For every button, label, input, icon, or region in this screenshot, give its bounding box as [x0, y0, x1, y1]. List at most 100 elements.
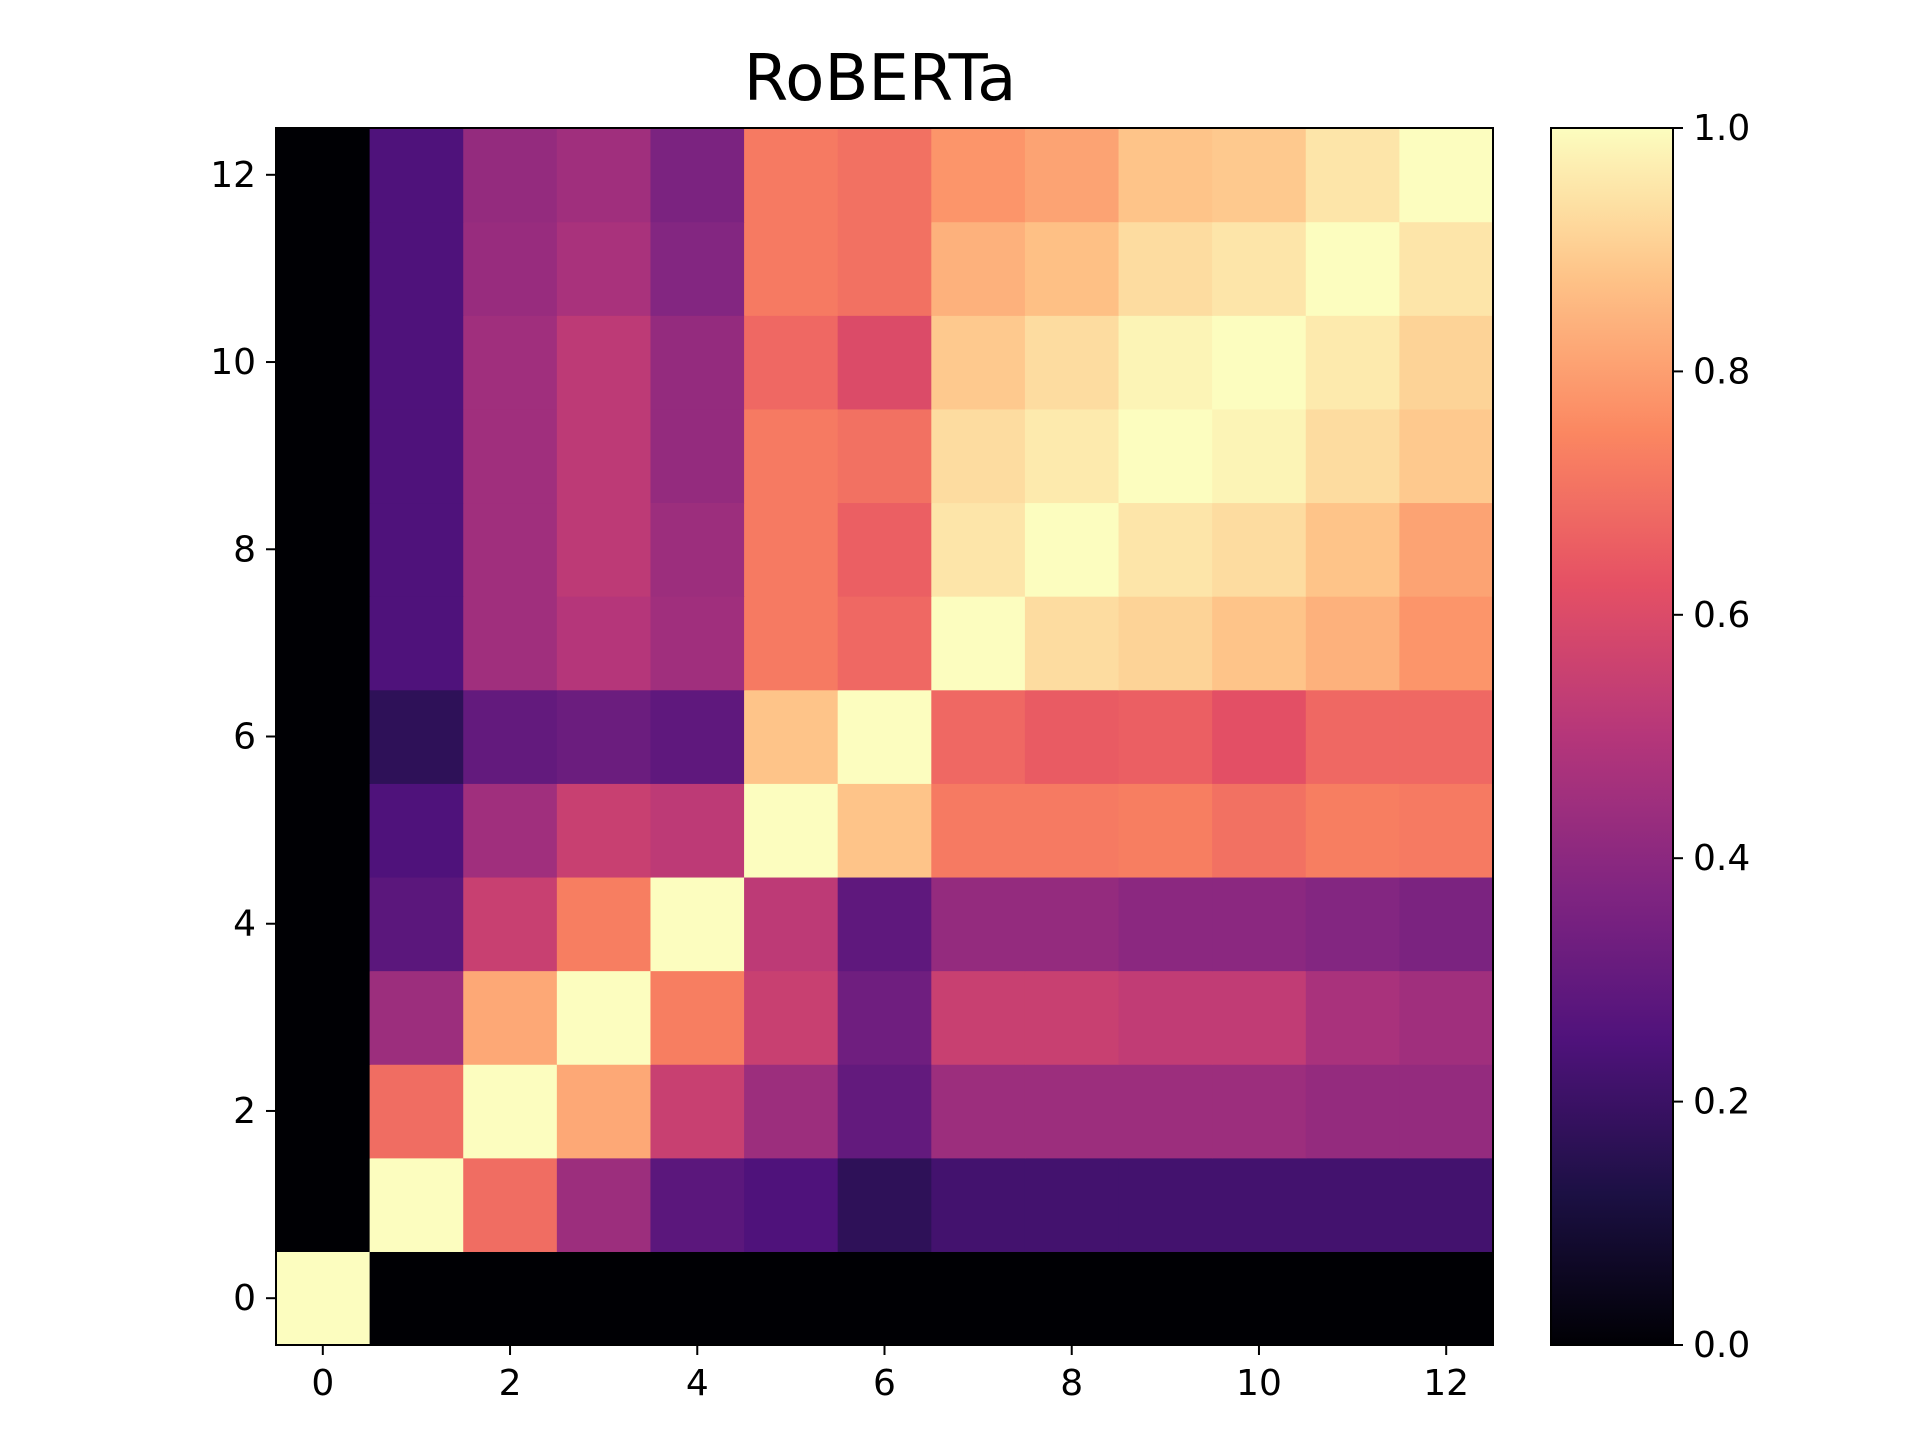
colorbar-tick-label: 1.0 — [1693, 108, 1750, 149]
heatmap-cell — [1399, 221, 1494, 316]
heatmap-cell — [650, 221, 745, 316]
heatmap-cell — [276, 221, 371, 316]
heatmap-cell — [1024, 408, 1120, 504]
heatmap-cell — [744, 1157, 839, 1252]
heatmap-cell — [369, 783, 464, 878]
heatmap-cell — [1305, 315, 1400, 410]
heatmap-cell — [931, 876, 1026, 972]
heatmap-cell — [369, 502, 464, 597]
heatmap-cell — [837, 221, 932, 316]
heatmap-cell — [744, 502, 839, 597]
heatmap-cell — [650, 970, 745, 1065]
heatmap-cell — [369, 689, 464, 784]
heatmap-cell — [276, 502, 371, 597]
heatmap-cell — [556, 689, 652, 784]
heatmap-cell — [1399, 408, 1494, 504]
heatmap-cell — [1118, 689, 1213, 784]
heatmap-cell — [744, 876, 839, 972]
heatmap-cell — [1399, 783, 1494, 878]
heatmap-cell — [463, 315, 558, 410]
heatmap-cell — [1399, 596, 1494, 691]
heatmap-cell — [837, 1157, 932, 1252]
heatmap-cell — [369, 970, 464, 1065]
heatmap-cell — [1024, 970, 1120, 1065]
heatmap-cell — [556, 1064, 652, 1159]
heatmap-cell — [650, 315, 745, 410]
heatmap-cell — [1118, 970, 1213, 1065]
heatmap-cell — [1305, 689, 1400, 784]
heatmap-cell — [369, 1064, 464, 1159]
heatmap-cell — [931, 783, 1026, 878]
heatmap-cell — [650, 876, 745, 972]
heatmap-cell — [1212, 970, 1307, 1065]
heatmap-cell — [556, 221, 652, 316]
heatmap-cell — [369, 408, 464, 504]
heatmap-cell — [1212, 596, 1307, 691]
x-tick-label: 10 — [1236, 1363, 1282, 1404]
heatmap-cell — [1212, 315, 1307, 410]
heatmap-cell — [369, 221, 464, 316]
heatmap-cell — [1212, 128, 1307, 223]
heatmap-cell — [463, 408, 558, 504]
heatmap-cell — [276, 689, 371, 784]
heatmap-cell — [276, 315, 371, 410]
heatmap-cell — [931, 221, 1026, 316]
heatmap-cell — [931, 1251, 1026, 1346]
x-tick-label: 6 — [873, 1363, 896, 1404]
heatmap-cell — [1024, 1157, 1120, 1252]
heatmap-cell — [1118, 876, 1213, 972]
heatmap-cell — [276, 1064, 371, 1159]
heatmap-cell — [931, 1064, 1026, 1159]
heatmap-cell — [463, 970, 558, 1065]
heatmap-cell — [276, 876, 371, 972]
heatmap-cell — [463, 1157, 558, 1252]
y-tick-label: 12 — [210, 155, 256, 196]
heatmap-cell — [744, 408, 839, 504]
heatmap-cell — [744, 221, 839, 316]
heatmap-cell — [276, 596, 371, 691]
heatmap-cell — [1399, 502, 1494, 597]
heatmap-cell — [463, 1064, 558, 1159]
heatmap-cell — [1118, 128, 1213, 223]
heatmap-cell — [931, 1157, 1026, 1252]
heatmap-cell — [1305, 1157, 1400, 1252]
y-tick-label: 10 — [210, 342, 256, 383]
heatmap-cell — [1212, 221, 1307, 316]
heatmap-cell — [931, 502, 1026, 597]
heatmap-cell — [744, 1064, 839, 1159]
heatmap-cell — [1024, 689, 1120, 784]
heatmap-cell — [463, 502, 558, 597]
heatmap-cell — [1399, 128, 1494, 223]
heatmap-cell — [837, 1251, 932, 1346]
heatmap-cell — [369, 876, 464, 972]
heatmap-cell — [276, 128, 371, 223]
heatmap-cell — [650, 408, 745, 504]
heatmap-cell — [744, 596, 839, 691]
heatmap-cell — [1399, 1251, 1494, 1346]
heatmap-cells — [276, 128, 1494, 1346]
heatmap-cell — [1305, 1064, 1400, 1159]
heatmap-cell — [931, 128, 1026, 223]
heatmap-cell — [1024, 221, 1120, 316]
heatmap-cell — [463, 876, 558, 972]
heatmap-cell — [1118, 1064, 1213, 1159]
y-tick-label: 4 — [233, 904, 256, 945]
heatmap-cell — [369, 128, 464, 223]
x-axis: 0 2 4 6 8 10 12 — [311, 1345, 1469, 1404]
heatmap-cell — [463, 783, 558, 878]
y-tick-label: 6 — [233, 717, 256, 758]
heatmap-cell — [1305, 783, 1400, 878]
heatmap-cell — [1399, 689, 1494, 784]
heatmap-cell — [369, 1251, 464, 1346]
y-tick-label: 8 — [233, 529, 256, 570]
chart-title: RoBERTa — [744, 42, 1017, 116]
heatmap-cell — [650, 689, 745, 784]
heatmap-cell — [650, 1064, 745, 1159]
heatmap-cell — [556, 1157, 652, 1252]
heatmap-cell — [1118, 596, 1213, 691]
heatmap-cell — [1118, 408, 1213, 504]
heatmap-cell — [1399, 1064, 1494, 1159]
heatmap-cell — [1212, 408, 1307, 504]
colorbar — [1550, 127, 1674, 1346]
